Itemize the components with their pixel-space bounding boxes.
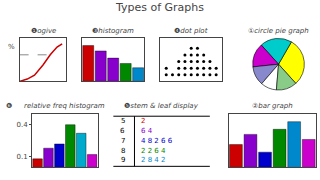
svg-text:2: 2 xyxy=(141,117,145,125)
svg-text:7: 7 xyxy=(121,137,125,145)
svg-text:4 8 2 6 6: 4 8 2 6 6 xyxy=(141,137,173,145)
svg-text:❹dot plot: ❹dot plot xyxy=(174,27,208,35)
svg-text:6: 6 xyxy=(120,127,125,135)
svg-text:5: 5 xyxy=(121,117,125,125)
svg-text:relative freq histogram: relative freq histogram xyxy=(24,102,105,110)
svg-text:8: 8 xyxy=(121,147,125,155)
svg-text:Types of Graphs: Types of Graphs xyxy=(115,1,204,14)
svg-text:②bar graph: ②bar graph xyxy=(252,102,293,110)
svg-text:%: % xyxy=(8,43,15,51)
svg-text:❶ogive: ❶ogive xyxy=(31,27,56,35)
svg-text:0.1: 0.1 xyxy=(17,153,28,161)
svg-text:9: 9 xyxy=(121,156,125,164)
svg-text:❸histogram: ❸histogram xyxy=(92,27,134,35)
svg-text:6 4: 6 4 xyxy=(141,127,153,135)
svg-text:2 8 4 2: 2 8 4 2 xyxy=(141,156,166,164)
svg-text:0.4: 0.4 xyxy=(17,121,29,129)
svg-text:❻: ❻ xyxy=(6,102,12,110)
svg-text:❺stem & leaf display: ❺stem & leaf display xyxy=(124,102,199,110)
svg-text:①circle pie graph: ①circle pie graph xyxy=(248,27,309,35)
svg-text:2 2 6 4: 2 2 6 4 xyxy=(141,147,166,155)
